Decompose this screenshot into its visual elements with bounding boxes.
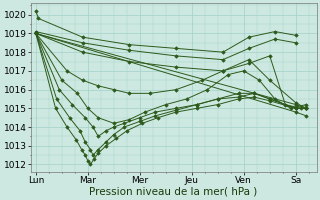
X-axis label: Pression niveau de la mer( hPa ): Pression niveau de la mer( hPa )	[90, 187, 258, 197]
